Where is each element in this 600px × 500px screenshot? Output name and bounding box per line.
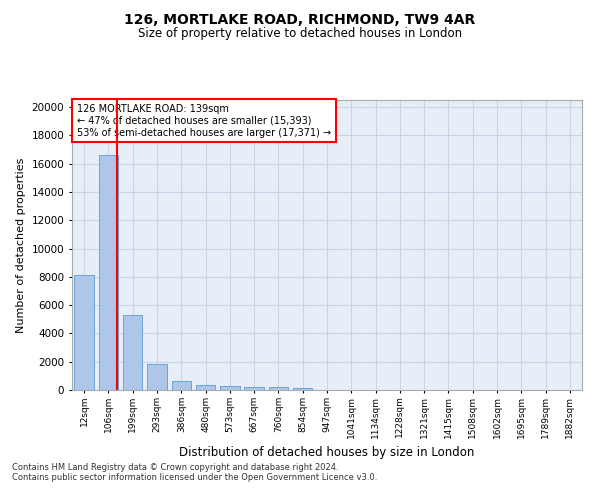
Bar	[293, 388, 313, 390]
X-axis label: Distribution of detached houses by size in London: Distribution of detached houses by size …	[179, 446, 475, 459]
Bar	[196, 385, 215, 390]
Y-axis label: Number of detached properties: Number of detached properties	[16, 158, 26, 332]
Text: 126, MORTLAKE ROAD, RICHMOND, TW9 4AR: 126, MORTLAKE ROAD, RICHMOND, TW9 4AR	[124, 12, 476, 26]
Bar	[123, 315, 142, 390]
Text: Size of property relative to detached houses in London: Size of property relative to detached ho…	[138, 28, 462, 40]
Text: Contains HM Land Registry data © Crown copyright and database right 2024.: Contains HM Land Registry data © Crown c…	[12, 462, 338, 471]
Bar	[147, 364, 167, 390]
Bar	[74, 276, 94, 390]
Bar	[269, 388, 288, 390]
Bar	[99, 155, 118, 390]
Bar	[244, 387, 264, 390]
Bar	[220, 386, 239, 390]
Bar	[172, 381, 191, 390]
Text: 126 MORTLAKE ROAD: 139sqm
← 47% of detached houses are smaller (15,393)
53% of s: 126 MORTLAKE ROAD: 139sqm ← 47% of detac…	[77, 104, 331, 138]
Text: Contains public sector information licensed under the Open Government Licence v3: Contains public sector information licen…	[12, 474, 377, 482]
